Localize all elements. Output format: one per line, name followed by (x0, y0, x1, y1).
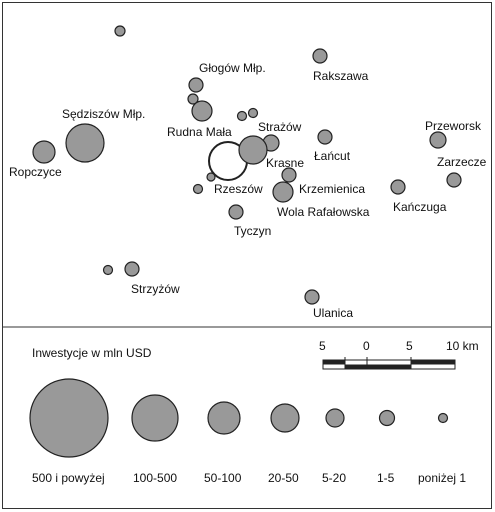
legend-label-below-1: poniżej 1 (418, 471, 466, 485)
label-tyczyn: Tyczyn (234, 224, 271, 238)
legend-symbol-1-5 (378, 409, 396, 427)
symbol-wola-rafalowska (272, 181, 294, 203)
symbol-przeworsk (429, 131, 447, 149)
scale-seg-1 (323, 360, 345, 365)
symbol-kanczuga (390, 179, 406, 195)
symbol-small-2 (247, 107, 259, 119)
symbol-strzyzow (124, 261, 140, 277)
settlement-symbols (32, 25, 462, 305)
legend-label-50-100: 50-100 (204, 471, 242, 485)
label-rzeszow: Rzeszów (214, 182, 263, 196)
label-glogow-mlp: Głogów Młp. (199, 61, 266, 75)
symbol-glogow-mlp (188, 77, 204, 93)
symbol-small-4 (192, 183, 204, 195)
label-sedziszow-mlp: Sędziszów Młp. (62, 107, 145, 121)
label-krasne: Krasne (266, 156, 304, 170)
legend-label-5-20: 5-20 (322, 471, 346, 485)
legend-label-20-50: 20-50 (268, 471, 299, 485)
label-strazow: Strażów (258, 120, 302, 134)
legend-label-1-5: 1-5 (377, 471, 395, 485)
symbol-tyczyn (228, 204, 244, 220)
scale-bar: 5 0 5 10 km (319, 339, 479, 370)
legend-symbol-20-50 (270, 403, 300, 433)
symbol-lancut (317, 129, 333, 145)
legend-labels: 500 i powyżej 100-500 50-100 20-50 5-20 … (32, 471, 466, 485)
symbol-zarzecze (446, 172, 462, 188)
symbol-small-3 (206, 172, 216, 182)
label-ropczyce: Ropczyce (9, 165, 62, 179)
label-zarzecze: Zarzecze (437, 155, 487, 169)
legend-label-100-500: 100-500 (133, 471, 177, 485)
legend-symbol-below-1 (437, 412, 449, 424)
scale-tick-5-right: 5 (406, 339, 413, 353)
legend-symbol-500-plus (29, 378, 109, 458)
label-kanczuga: Kańczuga (393, 200, 447, 214)
legend-symbol-100-500 (131, 394, 179, 442)
symbol-small-5 (102, 264, 114, 276)
label-wola-rafalowska: Wola Rafałowska (277, 205, 370, 219)
label-przeworsk: Przeworsk (425, 119, 482, 133)
legend-symbol-50-100 (207, 401, 241, 435)
symbol-krasne (238, 135, 268, 165)
label-strzyzow: Strzyżów (131, 282, 180, 296)
scale-tick-0: 0 (363, 339, 370, 353)
scale-tick-5-left: 5 (319, 339, 326, 353)
scale-tick-10: 10 km (446, 339, 479, 353)
label-rakszawa: Rakszawa (313, 69, 369, 83)
symbol-glogow-small (187, 93, 199, 105)
scale-seg-3 (367, 364, 411, 369)
label-ulanica: Ulanica (313, 306, 353, 320)
label-krzemienica: Krzemienica (299, 182, 365, 196)
symbol-krzemienica (281, 167, 297, 183)
symbol-small-1 (236, 110, 248, 122)
symbol-rakszawa (312, 48, 328, 64)
label-rudna-mala: Rudna Mała (167, 125, 232, 139)
legend-label-500-plus: 500 i powyżej (32, 471, 105, 485)
symbol-ropczyce (32, 140, 56, 164)
symbol-sedziszow-mlp (65, 123, 105, 163)
legend-symbols (29, 378, 449, 458)
scale-seg-4 (411, 360, 455, 365)
legend-title: Inwestycje w mln USD (32, 346, 152, 360)
label-lancut: Łańcut (314, 149, 351, 163)
place-labels: Głogów Młp. Rakszawa Sędziszów Młp. Rudn… (9, 61, 487, 320)
symbol-rudna-mala (191, 100, 213, 122)
symbol-ulanica (304, 289, 320, 305)
legend-symbol-5-20 (325, 408, 345, 428)
scale-seg-2 (345, 364, 367, 369)
symbol-unnamed-north (114, 25, 126, 37)
